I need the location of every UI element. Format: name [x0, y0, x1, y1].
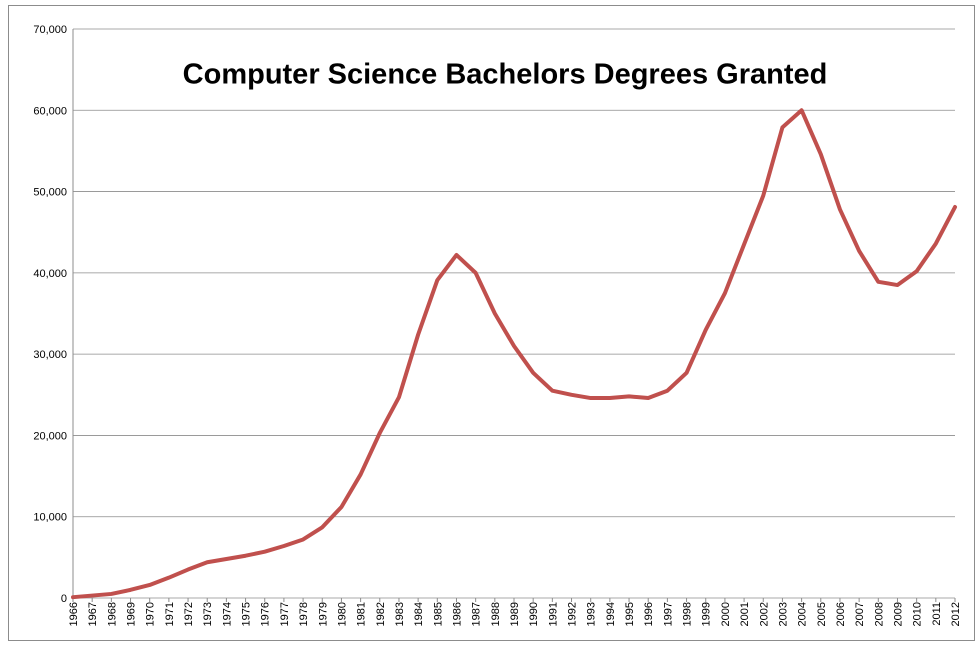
x-tick-label: 1966 — [68, 602, 80, 626]
x-tick-label: 2004 — [797, 602, 809, 626]
x-tick-label: 1980 — [336, 602, 348, 626]
x-tick-label: 2008 — [873, 602, 885, 626]
x-tick-label: 1974 — [221, 602, 233, 626]
x-tick-label: 1969 — [126, 602, 138, 626]
x-tick-label: 2001 — [739, 602, 751, 626]
x-tick-label: 1993 — [586, 602, 598, 626]
x-tick-label: 1968 — [106, 602, 118, 626]
x-tick-label: 2007 — [854, 602, 866, 626]
x-tick-label: 1990 — [528, 602, 540, 626]
x-tick-label: 1997 — [662, 602, 674, 626]
x-tick-label: 1991 — [547, 602, 559, 626]
x-tick-label: 1971 — [164, 602, 176, 626]
x-tick-label: 1981 — [356, 602, 368, 626]
x-tick-label: 1979 — [317, 602, 329, 626]
y-tick-label: 60,000 — [33, 105, 67, 117]
x-tick-label: 2000 — [720, 602, 732, 626]
x-tick-label: 1983 — [394, 602, 406, 626]
y-tick-label: 30,000 — [33, 349, 67, 361]
chart-title: Computer Science Bachelors Degrees Grant… — [183, 59, 828, 91]
x-tick-label: 1996 — [643, 602, 655, 626]
x-tick-label: 1988 — [490, 602, 502, 626]
x-tick-label: 1982 — [375, 602, 387, 626]
x-tick-label: 1978 — [298, 602, 310, 626]
x-tick-label: 1977 — [279, 602, 291, 626]
x-tick-label: 1975 — [241, 602, 253, 626]
x-tick-label: 1972 — [183, 602, 195, 626]
x-tick-label: 1973 — [202, 602, 214, 626]
x-tick-label: 1967 — [87, 602, 99, 626]
y-tick-label: 40,000 — [33, 268, 67, 280]
x-tick-label: 2003 — [777, 602, 789, 626]
y-tick-label: 70,000 — [33, 24, 67, 36]
x-tick-label: 1986 — [451, 602, 463, 626]
x-tick-label: 1995 — [624, 602, 636, 626]
x-tick-label: 1992 — [567, 602, 579, 626]
x-tick-label: 1994 — [605, 602, 617, 626]
x-tick-label: 2009 — [892, 602, 904, 626]
x-tick-label: 1985 — [432, 602, 444, 626]
x-tick-label: 2012 — [950, 602, 962, 626]
x-tick-label: 2011 — [931, 602, 943, 626]
y-tick-label: 50,000 — [33, 187, 67, 199]
x-tick-label: 2010 — [912, 602, 924, 626]
y-tick-label: 10,000 — [33, 512, 67, 524]
x-tick-label: 1989 — [509, 602, 521, 626]
x-tick-label: 1987 — [471, 602, 483, 626]
x-tick-label: 1970 — [145, 602, 157, 626]
x-tick-label: 2006 — [835, 602, 847, 626]
y-tick-label: 0 — [61, 593, 67, 605]
y-tick-label: 20,000 — [33, 430, 67, 442]
x-tick-label: 1999 — [701, 602, 713, 626]
x-tick-label: 1976 — [260, 602, 272, 626]
data-line — [71, 108, 957, 600]
x-tick-label: 1998 — [682, 602, 694, 626]
x-tick-label: 2005 — [816, 602, 828, 626]
chart-frame — [8, 5, 975, 641]
x-tick-label: 2002 — [758, 602, 770, 626]
x-tick-label: 1984 — [413, 602, 425, 626]
